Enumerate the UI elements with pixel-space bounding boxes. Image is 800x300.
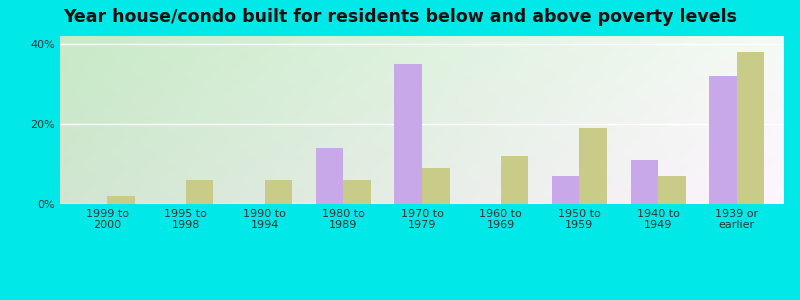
- Bar: [737, 52, 764, 204]
- Bar: [579, 128, 607, 204]
- Bar: [265, 180, 292, 204]
- Bar: [501, 156, 528, 204]
- Text: Year house/condo built for residents below and above poverty levels: Year house/condo built for residents bel…: [63, 8, 737, 26]
- Bar: [186, 180, 214, 204]
- Bar: [394, 64, 422, 204]
- Bar: [316, 148, 343, 204]
- Bar: [710, 76, 737, 204]
- Bar: [658, 176, 686, 204]
- Bar: [422, 168, 450, 204]
- Bar: [343, 180, 371, 204]
- Bar: [552, 176, 579, 204]
- Bar: [107, 196, 134, 204]
- Bar: [630, 160, 658, 204]
